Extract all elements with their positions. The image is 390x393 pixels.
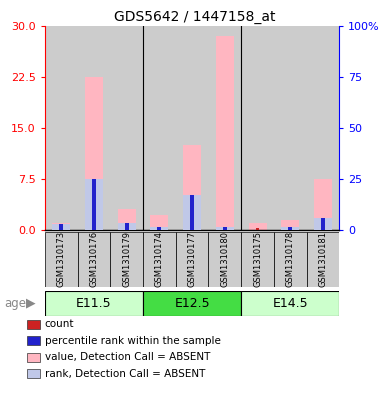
Bar (151, 215, 168, 230)
Bar (307, 26, 339, 230)
Text: rank, Detection Call = ABSENT: rank, Detection Call = ABSENT (45, 369, 205, 379)
Text: ▶: ▶ (26, 297, 35, 310)
FancyBboxPatch shape (78, 232, 110, 287)
Bar (190, 195, 194, 230)
Bar (223, 227, 227, 230)
Bar (52, 224, 70, 230)
Bar (118, 209, 136, 230)
Text: GSM1310176: GSM1310176 (89, 231, 98, 287)
Bar (314, 179, 332, 230)
Bar (52, 223, 70, 230)
Text: GSM1310177: GSM1310177 (188, 231, 197, 287)
Text: GSM1310180: GSM1310180 (220, 231, 229, 287)
Text: GSM1310181: GSM1310181 (319, 231, 328, 287)
Bar (281, 220, 299, 230)
Bar (288, 228, 292, 230)
FancyBboxPatch shape (143, 291, 241, 316)
Bar (92, 179, 96, 230)
Text: GSM1310175: GSM1310175 (253, 231, 262, 287)
Bar (190, 228, 194, 230)
Text: E11.5: E11.5 (76, 297, 112, 310)
Text: value, Detection Call = ABSENT: value, Detection Call = ABSENT (45, 352, 210, 362)
Bar (321, 218, 325, 230)
FancyBboxPatch shape (241, 232, 274, 287)
Bar (216, 227, 234, 230)
Bar (208, 26, 241, 230)
Bar (241, 26, 274, 230)
Text: percentile rank within the sample: percentile rank within the sample (45, 336, 221, 346)
Bar (151, 227, 168, 230)
Text: GSM1310173: GSM1310173 (57, 231, 66, 287)
Bar (125, 228, 129, 230)
Bar (288, 227, 292, 230)
Bar (274, 26, 307, 230)
Bar (85, 179, 103, 230)
Bar (92, 228, 96, 230)
Text: count: count (45, 319, 74, 329)
Bar (176, 26, 208, 230)
Bar (314, 218, 332, 230)
Bar (118, 223, 136, 230)
Bar (59, 224, 63, 230)
Bar (281, 227, 299, 230)
FancyBboxPatch shape (307, 232, 339, 287)
Text: GSM1310179: GSM1310179 (122, 231, 131, 287)
Bar (110, 26, 143, 230)
Text: GSM1310174: GSM1310174 (155, 231, 164, 287)
FancyBboxPatch shape (45, 291, 143, 316)
Bar (143, 26, 176, 230)
Bar (85, 77, 103, 230)
Text: GSM1310178: GSM1310178 (286, 231, 295, 287)
Text: age: age (4, 297, 26, 310)
Bar (183, 145, 201, 230)
FancyBboxPatch shape (143, 232, 176, 287)
Text: GDS5642 / 1447158_at: GDS5642 / 1447158_at (114, 10, 276, 24)
Bar (223, 228, 227, 230)
FancyBboxPatch shape (176, 232, 208, 287)
Bar (183, 195, 201, 230)
Bar (321, 228, 325, 230)
Bar (59, 228, 63, 230)
Bar (255, 228, 259, 230)
Bar (158, 227, 161, 230)
Text: E14.5: E14.5 (272, 297, 308, 310)
Text: E12.5: E12.5 (174, 297, 210, 310)
Bar (248, 223, 266, 230)
FancyBboxPatch shape (274, 232, 307, 287)
FancyBboxPatch shape (241, 291, 339, 316)
Bar (216, 36, 234, 230)
Bar (158, 228, 161, 230)
Bar (78, 26, 110, 230)
FancyBboxPatch shape (45, 232, 78, 287)
FancyBboxPatch shape (110, 232, 143, 287)
Bar (45, 26, 78, 230)
Bar (125, 223, 129, 230)
FancyBboxPatch shape (208, 232, 241, 287)
